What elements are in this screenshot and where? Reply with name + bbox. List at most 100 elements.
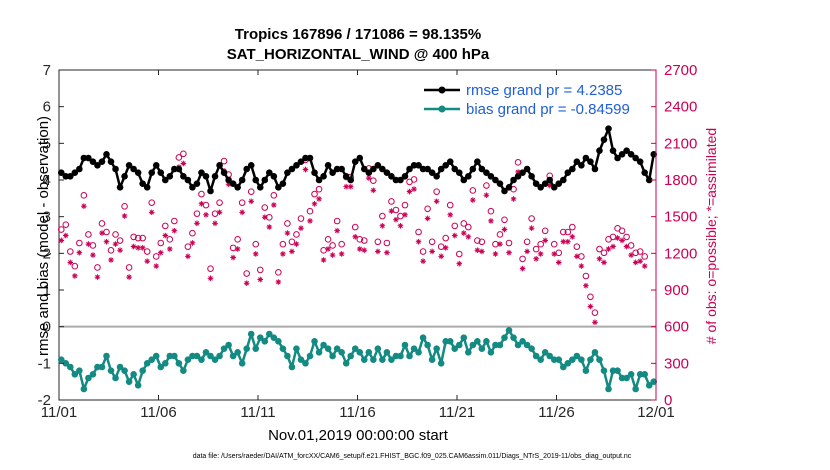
bias-point (266, 330, 273, 338)
rmse-point (492, 176, 499, 184)
rmse-point (207, 187, 214, 195)
bias-point (139, 367, 146, 374)
obs-possible-point (293, 231, 300, 238)
bias-point (347, 352, 355, 360)
rmse-point (180, 173, 187, 180)
rmse-point (582, 154, 590, 162)
bias-point (107, 367, 115, 374)
obs-possible-point (171, 217, 178, 225)
obs-assimilated-point (216, 209, 223, 216)
obs-possible-point (184, 243, 192, 250)
bias-point (225, 341, 232, 349)
obs-assimilated-point (623, 243, 630, 250)
rmse-point (406, 165, 413, 173)
rmse-point (130, 165, 137, 173)
rmse-point (238, 176, 246, 184)
bias-point (171, 352, 178, 360)
rmse-point (311, 169, 318, 176)
obs-possible-point (243, 270, 250, 277)
rmse-point (424, 165, 431, 173)
y-left-tick-label: 4 (43, 172, 51, 189)
obs-assimilated-point (207, 275, 214, 282)
bias-point (329, 352, 336, 360)
obs-possible-point (401, 201, 409, 209)
obs-assimilated-point (524, 248, 530, 255)
obs-assimilated-point (565, 238, 571, 245)
rmse-point (541, 180, 549, 187)
obs-possible-point (632, 249, 639, 257)
bias-point (618, 374, 626, 382)
obs-assimilated-point (352, 233, 359, 240)
obs-assimilated-point (433, 198, 440, 205)
rmse-point (356, 154, 364, 162)
bias-point (605, 385, 612, 393)
rmse-point (279, 180, 287, 187)
bias-point (442, 338, 449, 345)
rmse-point (266, 169, 273, 176)
bias-point (62, 360, 70, 367)
rmse-point (94, 162, 101, 169)
rmse-point (175, 165, 183, 173)
rmse-point (320, 173, 327, 180)
rmse-point (333, 165, 341, 173)
obs-assimilated-point (479, 248, 485, 255)
x-tick-label: 11/26 (538, 404, 574, 421)
bias-point (211, 356, 219, 363)
obs-possible-point (532, 245, 540, 253)
obs-assimilated-point (230, 254, 236, 261)
rmse-point (523, 165, 531, 173)
legend-bias-label: bias grand pr = -0.84599 (466, 101, 630, 118)
bias-point (546, 352, 554, 360)
obs-possible-point (175, 154, 183, 161)
rmse-point (618, 151, 626, 158)
y-right-tick-label: 600 (664, 319, 689, 336)
rmse-point (392, 176, 400, 184)
obs-possible-point (148, 199, 156, 206)
obs-possible-point (550, 240, 558, 248)
obs-assimilated-point (162, 232, 169, 239)
obs-assimilated-point (375, 248, 381, 255)
obs-possible-point (80, 192, 88, 199)
rmse-point (198, 169, 205, 176)
y-left-tick-label: 3 (43, 209, 51, 226)
obs-possible-point (428, 238, 436, 246)
obs-possible-point (496, 231, 504, 238)
bias-point (374, 345, 382, 352)
obs-possible-point (329, 242, 336, 249)
bias-point (410, 345, 418, 352)
obs-possible-point (67, 248, 74, 255)
obs-possible-point (234, 236, 241, 243)
obs-assimilated-point (533, 255, 539, 262)
obs-possible-point (76, 239, 83, 247)
obs-possible-point (388, 198, 395, 205)
obs-assimilated-point (252, 251, 259, 257)
obs-possible-point (455, 250, 463, 258)
rmse-point (189, 184, 196, 191)
rmse-point (569, 165, 576, 173)
rmse-point (564, 169, 572, 176)
obs-assimilated-point (402, 211, 408, 218)
y-left-tick-label: -2 (38, 392, 51, 409)
rmse-point (234, 184, 241, 191)
bias-point (229, 352, 237, 360)
x-tick-label: 11/11 (240, 404, 275, 421)
rmse-point (57, 169, 65, 176)
rmse-point (347, 176, 355, 184)
obs-possible-point (573, 243, 581, 250)
obs-possible-point (189, 229, 196, 237)
chart-title-line2: SAT_HORIZONTAL_WIND @ 400 hPa (227, 46, 490, 63)
obs-possible-point (315, 185, 323, 193)
bias-point (243, 345, 250, 352)
y-right-tick-label: 2400 (664, 99, 697, 116)
bias-point (596, 356, 603, 363)
legend: rmse grand pr = 4.2385 bias grand pr = -… (424, 82, 630, 118)
obs-possible-point (451, 222, 459, 230)
obs-assimilated-point (90, 252, 96, 258)
rmse-point (636, 158, 644, 165)
bias-point (143, 360, 151, 367)
obs-assimilated-point (76, 249, 83, 256)
rmse-point (98, 158, 106, 165)
rmse-series (57, 125, 658, 195)
y-axis-left: -2 -1 0 1 2 3 4 5 6 7 (38, 62, 64, 409)
